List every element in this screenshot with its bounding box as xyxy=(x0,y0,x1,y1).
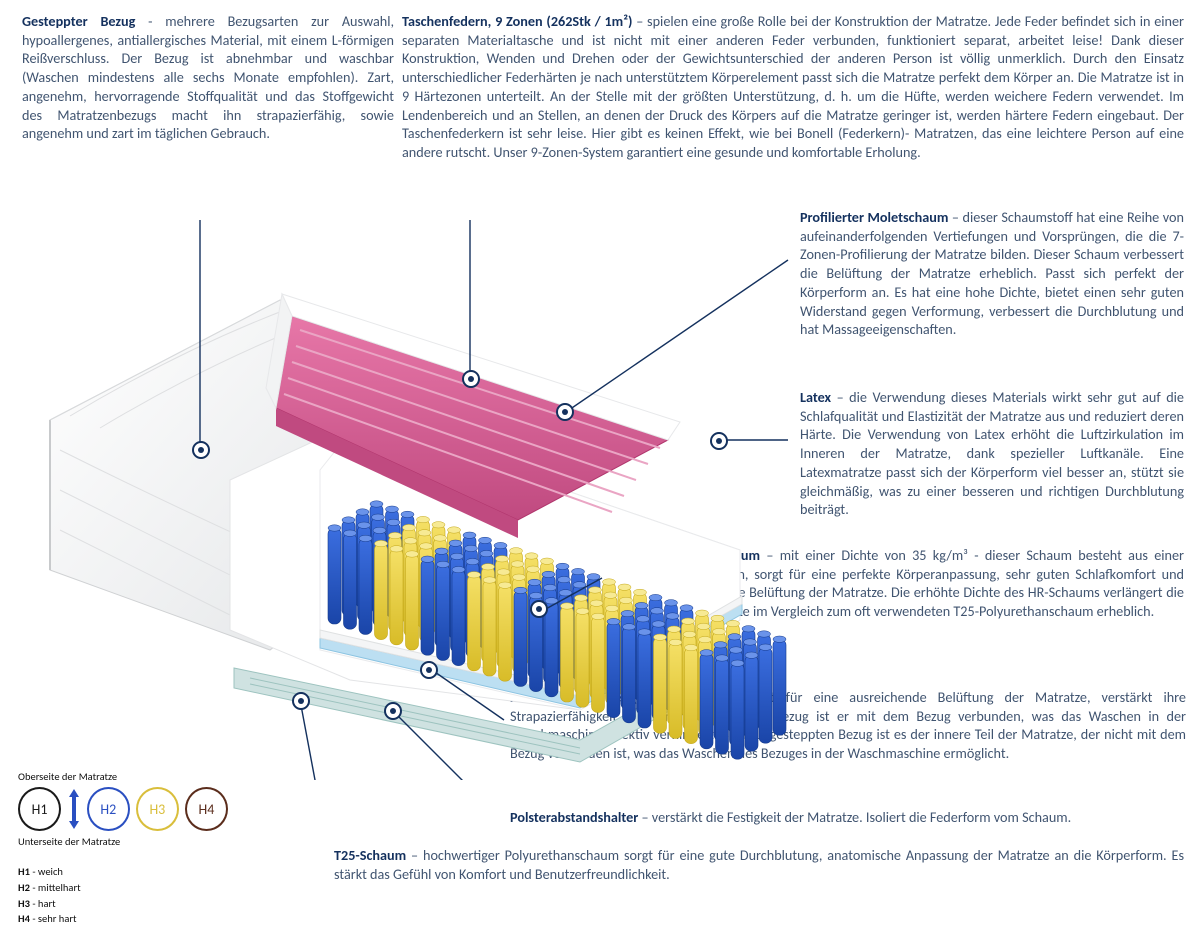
hardness-h1: H1 xyxy=(18,787,61,831)
hardness-bottom-label: Unterseite der Matratze xyxy=(18,835,228,848)
title-polster: Polsterabstandshalter xyxy=(510,808,638,826)
marker-hr xyxy=(530,600,548,618)
hardness-h4: H4 xyxy=(185,787,228,831)
block-bezug: Gesteppter Bezug - mehrere Bezugsarten z… xyxy=(22,12,394,143)
marker-bezug xyxy=(192,441,210,459)
text-polster: – verstärkt die Festigkeit der Matratze.… xyxy=(638,808,1071,826)
title-latex: Latex xyxy=(800,388,831,406)
hardness-h2: H2 xyxy=(87,787,130,831)
hardness-legend: H1 - weich H2 - mittelhart H3 - hart H4 … xyxy=(18,864,228,927)
marker-molet xyxy=(556,403,574,421)
marker-latex xyxy=(710,432,728,450)
marker-klima xyxy=(420,661,438,679)
title-bezug: Gesteppter Bezug xyxy=(22,12,135,30)
block-t25: T25-Schaum – hochwertiger Polyurethansch… xyxy=(334,846,1184,883)
hardness-key: Oberseite der Matratze H1 H2 H3 H4 Unter… xyxy=(18,770,228,927)
hardness-top-label: Oberseite der Matratze xyxy=(18,770,228,783)
mattress-diagram xyxy=(20,220,790,780)
title-molet: Profilierter Moletschaum xyxy=(800,208,948,226)
text-t25: – hochwertiger Polyurethanschaum sorgt f… xyxy=(334,846,1184,883)
text-federn: – spielen eine große Rolle bei der Konst… xyxy=(402,12,1184,161)
title-t25: T25-Schaum xyxy=(334,846,406,864)
marker-federn xyxy=(462,370,480,388)
text-bezug: - mehrere Bezugsarten zur Auswahl, hypoa… xyxy=(22,12,394,142)
block-federn: Taschenfedern, 9 Zonen (262Stk / 1m²) – … xyxy=(402,12,1184,162)
arrows-icon xyxy=(67,787,81,831)
title-federn: Taschenfedern, 9 Zonen (262Stk / 1m²) xyxy=(402,12,632,30)
block-polster: Polsterabstandshalter – verstärkt die Fe… xyxy=(510,808,1186,827)
block-latex: Latex – die Verwendung dieses Materials … xyxy=(800,388,1184,519)
text-latex: – die Verwendung dieses Materials wirkt … xyxy=(800,388,1184,518)
marker-t25 xyxy=(292,692,310,710)
text-molet: – dieser Schaumstoff hat eine Reihe von … xyxy=(800,208,1184,338)
marker-polster xyxy=(384,702,402,720)
hardness-h3: H3 xyxy=(136,787,179,831)
block-molet: Profilierter Moletschaum – dieser Schaum… xyxy=(800,208,1184,339)
